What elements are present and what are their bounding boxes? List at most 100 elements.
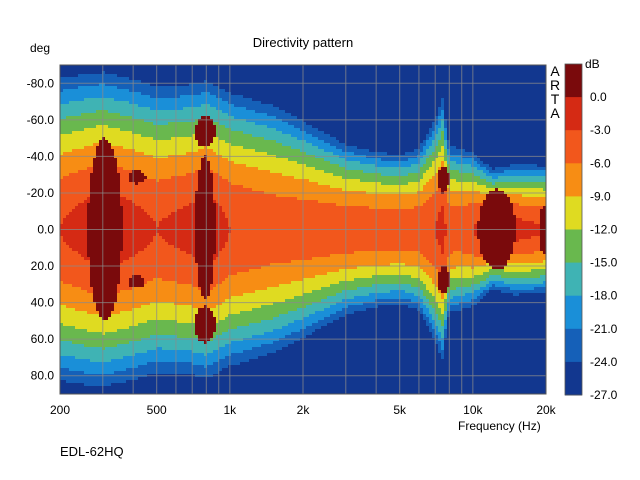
heat-cell <box>120 173 124 177</box>
heat-cell <box>72 158 76 162</box>
heat-cell <box>75 83 79 87</box>
heat-cell <box>192 242 196 246</box>
heat-cell <box>84 197 88 201</box>
heat-cell <box>150 71 154 75</box>
heat-cell <box>168 278 172 282</box>
heat-cell <box>171 164 175 168</box>
heat-cell <box>63 152 67 156</box>
heat-cell <box>75 263 79 267</box>
heat-cell <box>102 179 106 183</box>
heat-cell <box>63 317 67 321</box>
heat-cell <box>123 176 127 180</box>
heat-cell <box>165 272 169 276</box>
heat-cell <box>183 359 187 363</box>
heat-cell <box>186 143 190 147</box>
heat-cell <box>165 278 169 282</box>
heat-cell <box>141 83 145 87</box>
heat-cell <box>111 380 115 384</box>
heat-cell <box>138 104 142 108</box>
heat-cell <box>180 149 184 153</box>
heat-cell <box>81 203 85 207</box>
heat-cell <box>81 185 85 189</box>
heat-cell <box>84 353 88 357</box>
heat-cell <box>105 302 109 306</box>
heat-cell <box>183 239 187 243</box>
heat-cell <box>162 347 166 351</box>
heat-cell <box>129 365 133 369</box>
heat-cell <box>189 278 193 282</box>
heat-cell <box>60 368 64 372</box>
heat-cell <box>102 146 106 150</box>
heat-cell <box>165 326 169 330</box>
heat-cell <box>69 167 73 171</box>
heat-cell <box>168 293 172 297</box>
heat-cell <box>72 278 76 282</box>
heat-cell <box>60 380 64 384</box>
heat-cell <box>162 257 166 261</box>
heat-cell <box>132 293 136 297</box>
heat-cell <box>96 296 100 300</box>
heat-cell <box>144 368 148 372</box>
heat-cell <box>153 245 157 249</box>
heat-cell <box>177 122 181 126</box>
heat-cell <box>171 77 175 81</box>
heat-cell <box>180 164 184 168</box>
heat-cell <box>63 68 67 72</box>
heat-cell <box>81 173 85 177</box>
heat-cell <box>108 161 112 165</box>
heat-cell <box>180 281 184 285</box>
heat-cell <box>150 74 154 78</box>
heat-cell <box>75 179 79 183</box>
heat-cell <box>171 116 175 120</box>
heat-cell <box>84 134 88 138</box>
heat-cell <box>147 296 151 300</box>
heat-cell <box>159 80 163 84</box>
heat-cell <box>102 260 106 264</box>
heat-cell <box>168 371 172 375</box>
heat-cell <box>111 230 115 234</box>
heat-cell <box>147 185 151 189</box>
heat-cell <box>162 236 166 240</box>
heat-cell <box>60 356 64 360</box>
heat-cell <box>111 74 115 78</box>
heat-cell <box>72 368 76 372</box>
heat-cell <box>147 338 151 342</box>
heat-cell <box>159 257 163 261</box>
heat-cell <box>99 275 103 279</box>
heat-cell <box>162 98 166 102</box>
heat-cell <box>108 95 112 99</box>
heat-cell <box>78 137 82 141</box>
heat-cell <box>99 353 103 357</box>
heat-cell <box>156 107 160 111</box>
heat-cell <box>132 371 136 375</box>
heat-cell <box>171 236 175 240</box>
heat-cell <box>75 116 79 120</box>
heat-cell <box>60 251 64 255</box>
heat-cell <box>99 314 103 318</box>
heat-cell <box>72 311 76 315</box>
heat-cell <box>177 359 181 363</box>
heat-cell <box>69 149 73 153</box>
heat-cell <box>105 287 109 291</box>
heat-cell <box>177 248 181 252</box>
heat-cell <box>108 215 112 219</box>
heat-cell <box>99 101 103 105</box>
heat-cell <box>180 170 184 174</box>
heat-cell <box>93 341 97 345</box>
heat-cell <box>81 164 85 168</box>
heat-cell <box>99 134 103 138</box>
heat-cell <box>138 221 142 225</box>
heat-cell <box>99 77 103 81</box>
heat-cell <box>150 353 154 357</box>
heat-cell <box>69 131 73 135</box>
heat-cell <box>60 293 64 297</box>
heat-cell <box>141 143 145 147</box>
heat-cell <box>141 104 145 108</box>
heat-cell <box>120 305 124 309</box>
heat-cell <box>66 65 70 69</box>
heat-cell <box>150 218 154 222</box>
heat-cell <box>177 104 181 108</box>
heat-cell <box>66 173 70 177</box>
heat-cell <box>126 230 130 234</box>
heat-cell <box>144 320 148 324</box>
